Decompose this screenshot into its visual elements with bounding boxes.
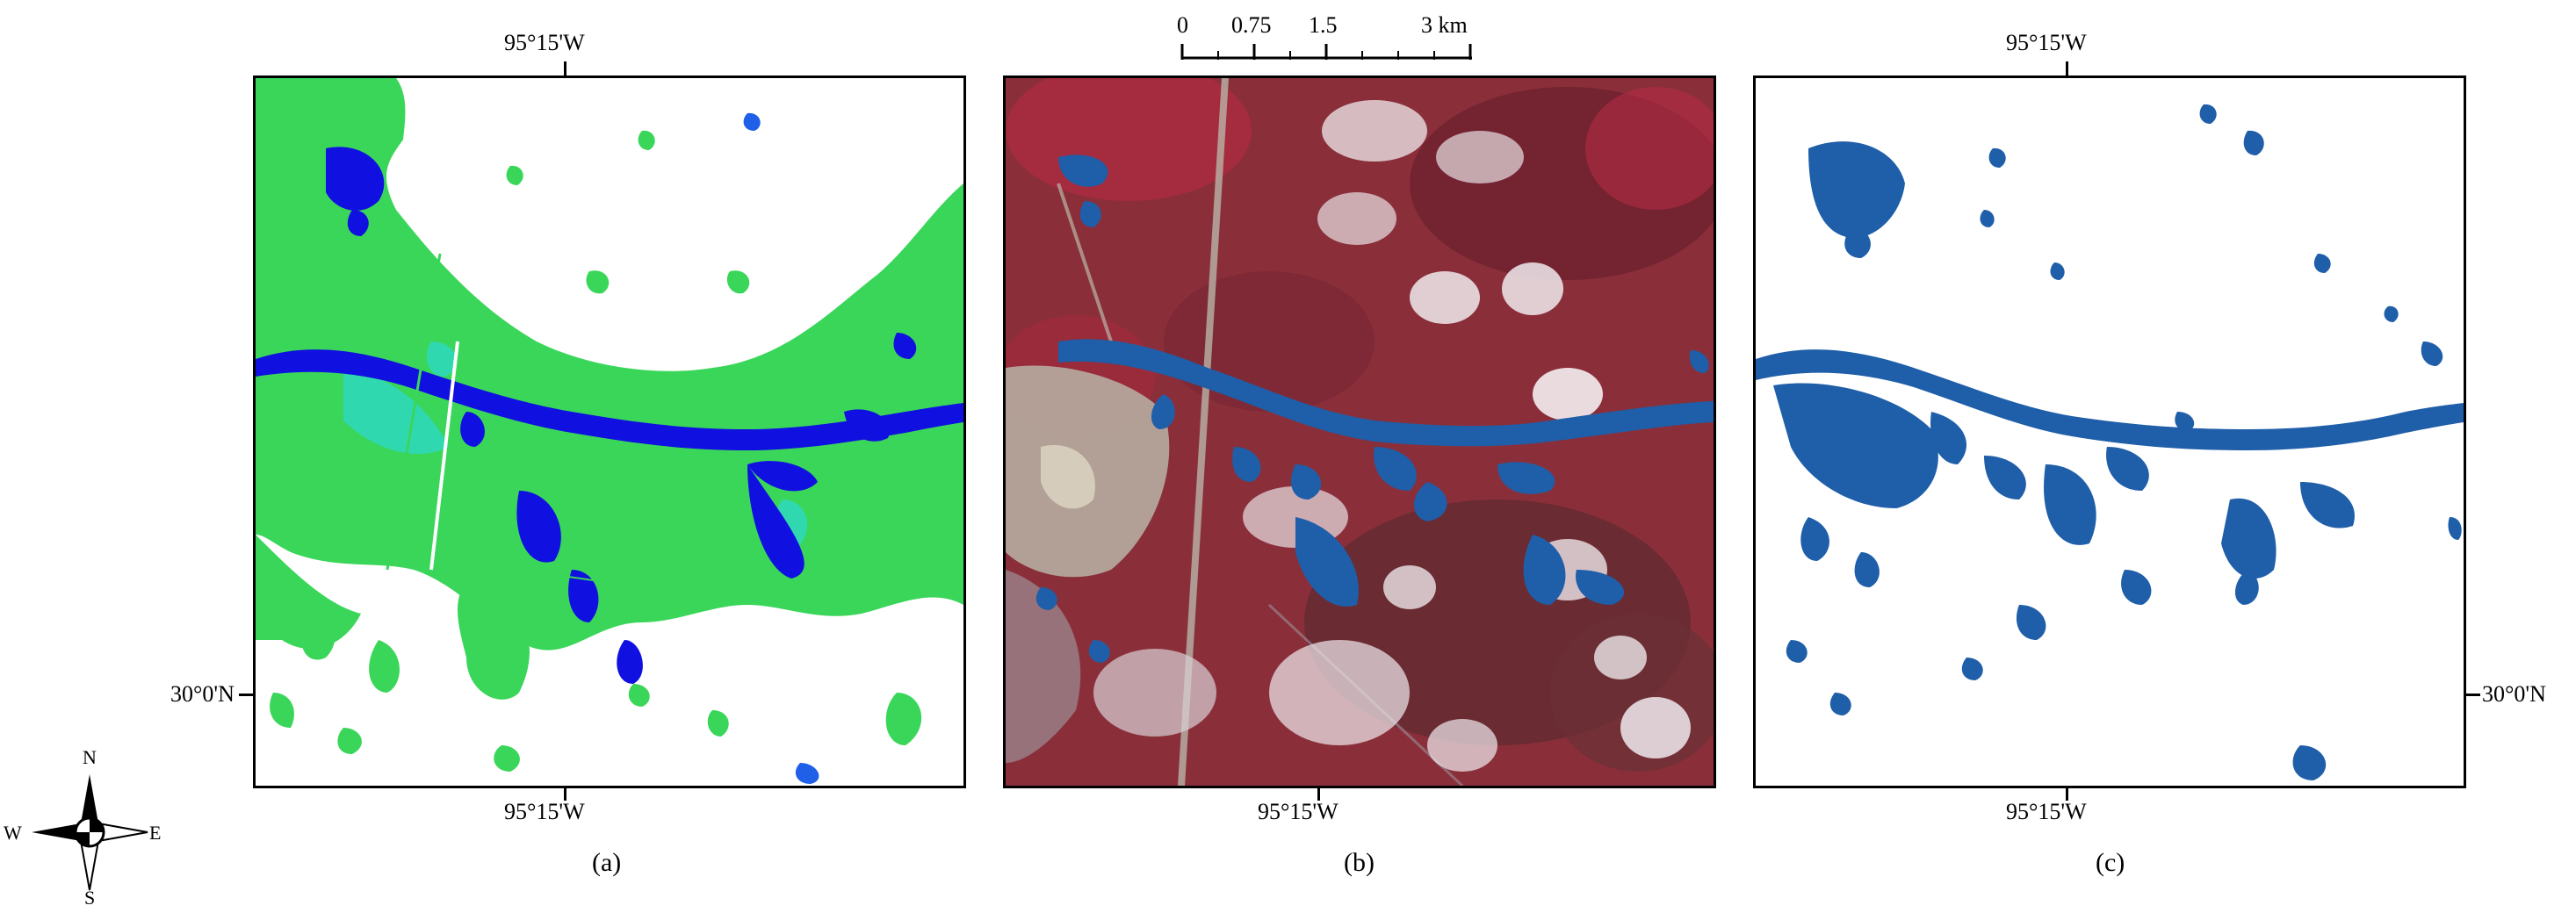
panel-b-false-color-imagery xyxy=(1003,75,1716,788)
panel-b-caption: (b) xyxy=(1344,848,1375,877)
panel-b-bottom-tick xyxy=(1317,788,1320,801)
panel-a-flood-classification-map xyxy=(253,75,966,788)
compass-west-label: W xyxy=(4,822,22,844)
panel-a-top-longitude: 95°15'W xyxy=(504,30,585,55)
panel-c-map-graphic xyxy=(1756,104,2464,780)
scale-bar: 0 0.75 1.5 3 km xyxy=(1177,12,1476,65)
panel-b-map-graphic xyxy=(1006,78,1714,786)
panel-a-map-graphic xyxy=(256,78,963,784)
panel-c-top-tick xyxy=(2066,61,2068,75)
panel-a-left-tick xyxy=(239,694,253,696)
panel-b-bottom-longitude: 95°15'W xyxy=(1258,799,1339,824)
panel-a-left-latitude: 30°0'N xyxy=(170,681,235,707)
scale-label-075: 0.75 xyxy=(1231,12,1272,38)
compass-north-label: N xyxy=(83,746,97,768)
compass-south-label: S xyxy=(84,887,96,909)
compass-east-label: E xyxy=(149,822,162,844)
panel-c-bottom-longitude: 95°15'W xyxy=(2006,799,2087,824)
panel-a-bottom-longitude: 95°15'W xyxy=(504,799,585,824)
panel-c-water-extraction-map xyxy=(1753,75,2466,788)
scale-label-15: 1.5 xyxy=(1309,12,1338,38)
panel-c-right-latitude: 30°0'N xyxy=(2482,681,2546,707)
panel-c-top-longitude: 95°15'W xyxy=(2006,30,2087,55)
panel-a-caption: (a) xyxy=(592,848,622,877)
panel-a-top-tick xyxy=(564,61,566,75)
scale-bar-graphic xyxy=(1180,44,1472,60)
panel-a-bottom-tick xyxy=(564,788,566,801)
panel-c-bottom-tick xyxy=(2066,788,2068,801)
scale-label-3km: 3 km xyxy=(1421,12,1468,38)
panel-c-right-tick xyxy=(2466,694,2480,696)
panel-c-caption: (c) xyxy=(2096,848,2125,877)
north-arrow: N S E W xyxy=(4,746,162,909)
scale-label-0: 0 xyxy=(1177,12,1188,38)
compass-rose-icon xyxy=(32,774,148,891)
